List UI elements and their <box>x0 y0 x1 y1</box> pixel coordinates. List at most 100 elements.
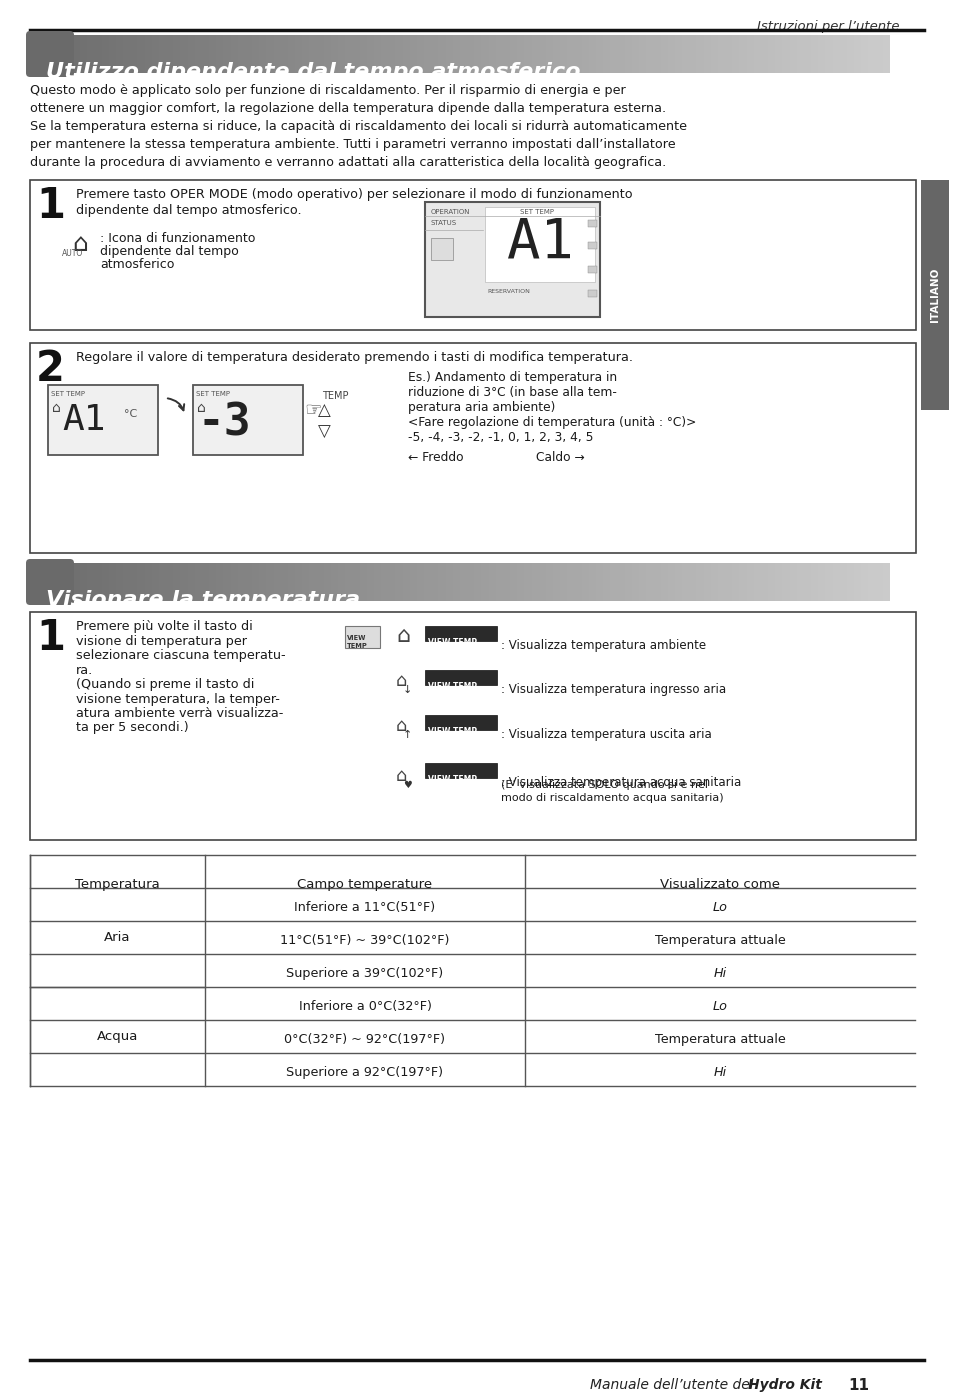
Bar <box>188 35 195 73</box>
Text: Superiore a 92°C(197°F): Superiore a 92°C(197°F) <box>286 1065 443 1079</box>
Bar <box>166 563 173 601</box>
Text: ↓: ↓ <box>402 685 412 694</box>
Bar <box>316 35 324 73</box>
Bar <box>131 35 138 73</box>
Text: ⌂: ⌂ <box>395 672 407 690</box>
Bar <box>467 35 475 73</box>
Text: Lo: Lo <box>712 902 727 914</box>
Bar <box>645 563 654 601</box>
Bar <box>30 612 915 840</box>
Bar <box>331 35 338 73</box>
Text: <Fare regolazione di temperatura (unità : °C)>: <Fare regolazione di temperatura (unità … <box>408 416 696 428</box>
Bar <box>696 35 703 73</box>
Bar <box>459 563 467 601</box>
Text: OPERATION: OPERATION <box>431 209 470 216</box>
Bar <box>73 35 81 73</box>
Text: Utilizzo dipendente dal tempo atmosferico: Utilizzo dipendente dal tempo atmosferic… <box>46 62 579 83</box>
Bar <box>496 35 503 73</box>
Bar <box>675 563 682 601</box>
Bar <box>30 563 37 601</box>
Bar <box>839 35 846 73</box>
Text: riduzione di 3°C (in base alla tem-: riduzione di 3°C (in base alla tem- <box>408 386 617 399</box>
Bar <box>402 563 410 601</box>
Bar <box>374 563 381 601</box>
Bar <box>588 35 596 73</box>
Bar <box>767 35 775 73</box>
Text: 11°C(51°F) ~ 39°C(102°F): 11°C(51°F) ~ 39°C(102°F) <box>280 934 449 946</box>
Bar <box>44 563 52 601</box>
Bar <box>602 563 610 601</box>
Text: A1: A1 <box>506 216 573 270</box>
Bar <box>424 626 497 641</box>
Text: VIEW TEMP: VIEW TEMP <box>428 638 476 647</box>
Text: per mantenere la stessa temperatura ambiente. Tutti i parametri verranno imposta: per mantenere la stessa temperatura ambi… <box>30 139 675 151</box>
Bar <box>202 563 210 601</box>
Bar <box>359 563 367 601</box>
Bar <box>116 35 124 73</box>
Bar <box>510 563 517 601</box>
Bar <box>796 563 803 601</box>
Bar <box>746 35 754 73</box>
Bar <box>775 35 782 73</box>
Bar <box>51 563 59 601</box>
Bar <box>173 35 181 73</box>
Bar <box>553 35 560 73</box>
Bar <box>587 220 597 227</box>
Bar <box>882 35 889 73</box>
Bar <box>510 35 517 73</box>
Bar <box>481 35 489 73</box>
Bar <box>846 563 854 601</box>
Text: visione temperatura, la temper-: visione temperatura, la temper- <box>76 693 279 706</box>
Bar <box>194 563 202 601</box>
Bar <box>581 35 589 73</box>
Bar <box>488 563 496 601</box>
Text: : Visualizza temperatura ingresso aria: : Visualizza temperatura ingresso aria <box>500 683 725 696</box>
Bar <box>861 35 868 73</box>
Bar <box>152 35 159 73</box>
Bar <box>259 563 267 601</box>
Bar <box>302 35 310 73</box>
Bar <box>732 563 740 601</box>
Bar <box>274 35 281 73</box>
Bar <box>803 35 811 73</box>
Bar <box>853 563 861 601</box>
Bar <box>237 35 245 73</box>
Text: Superiore a 39°C(102°F): Superiore a 39°C(102°F) <box>286 967 443 980</box>
Bar <box>588 563 596 601</box>
Bar <box>193 385 303 455</box>
Bar <box>309 35 316 73</box>
Bar <box>367 35 375 73</box>
Bar <box>920 181 948 410</box>
Bar <box>145 35 152 73</box>
Text: △: △ <box>317 400 331 419</box>
Bar <box>274 563 281 601</box>
Bar <box>617 35 624 73</box>
Bar <box>538 563 546 601</box>
Bar <box>159 563 167 601</box>
Text: Premere più volte il tasto di: Premere più volte il tasto di <box>76 620 253 633</box>
Text: °C: °C <box>124 409 137 419</box>
Bar <box>696 563 703 601</box>
Bar <box>453 35 460 73</box>
Bar <box>30 181 915 330</box>
Bar <box>824 35 832 73</box>
Bar <box>617 563 624 601</box>
Bar <box>496 563 503 601</box>
Text: SET TEMP: SET TEMP <box>195 391 230 398</box>
Bar <box>667 35 675 73</box>
Text: modo di riscaldamento acqua sanitaria): modo di riscaldamento acqua sanitaria) <box>500 792 723 804</box>
Bar <box>37 35 45 73</box>
Bar <box>252 563 259 601</box>
Bar <box>381 563 389 601</box>
Text: durante la procedura di avviamento e verranno adattati alla caratteristica della: durante la procedura di avviamento e ver… <box>30 155 665 169</box>
Text: Aria: Aria <box>104 931 131 944</box>
Bar <box>824 563 832 601</box>
Text: Inferiore a 11°C(51°F): Inferiore a 11°C(51°F) <box>294 902 436 914</box>
Text: Campo temperature: Campo temperature <box>297 878 432 890</box>
Bar <box>689 35 697 73</box>
Bar <box>681 35 689 73</box>
Bar <box>188 563 195 601</box>
Text: SET TEMP: SET TEMP <box>519 209 554 216</box>
Text: ra.: ra. <box>76 664 93 676</box>
Bar <box>395 35 403 73</box>
